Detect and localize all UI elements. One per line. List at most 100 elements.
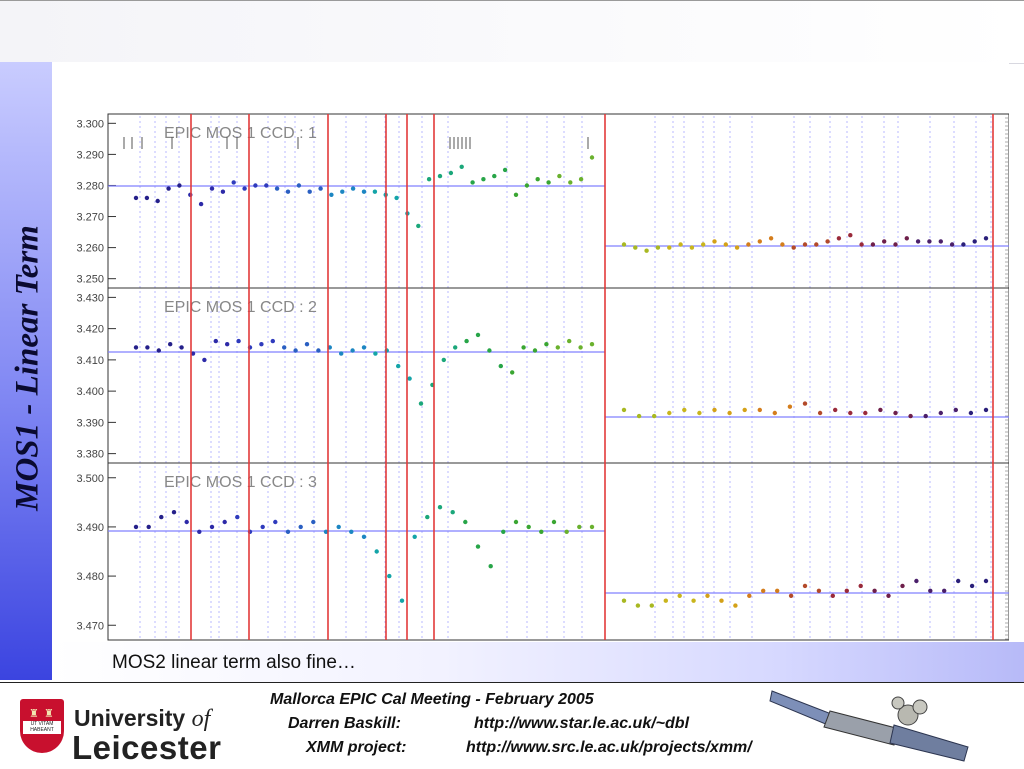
- data-point: [761, 588, 766, 593]
- data-point: [213, 338, 218, 344]
- data-point: [780, 242, 785, 247]
- data-point: [418, 401, 424, 406]
- data-point: [652, 413, 657, 419]
- data-point: [498, 363, 503, 369]
- project-label: XMM project:: [306, 739, 407, 756]
- data-point: [260, 524, 265, 530]
- data-point: [757, 407, 762, 413]
- data-point: [682, 407, 687, 413]
- data-point: [983, 578, 989, 584]
- data-point: [544, 342, 549, 347]
- data-point: [521, 345, 526, 350]
- data-point: [285, 189, 291, 194]
- data-point: [399, 598, 405, 603]
- data-point: [488, 564, 493, 569]
- data-point: [983, 236, 989, 241]
- data-point: [663, 598, 668, 603]
- data-point: [475, 332, 481, 338]
- data-point: [772, 410, 777, 416]
- data-point: [259, 342, 264, 347]
- panel-title: EPIC MOS 1 CCD : 3: [164, 474, 317, 491]
- data-point: [567, 338, 572, 344]
- data-point: [502, 167, 508, 173]
- crest-icon: ♜ ♜ UT VITAM HABEANT: [20, 699, 64, 753]
- data-point: [621, 407, 627, 413]
- data-point: [723, 242, 728, 247]
- y-tick-label: 3.250: [76, 274, 104, 286]
- data-point: [340, 189, 345, 194]
- data-point: [893, 410, 898, 416]
- data-point: [953, 407, 958, 413]
- slide-title: MOS1 - Linear Term: [9, 225, 46, 511]
- data-point: [264, 183, 269, 188]
- author-url[interactable]: http://www.star.le.ac.uk/~dbl: [474, 715, 690, 732]
- data-point: [949, 242, 955, 247]
- data-point: [231, 180, 236, 185]
- y-tick-label: 3.490: [76, 522, 104, 534]
- y-tick-label: 3.470: [76, 620, 104, 632]
- data-point: [882, 239, 887, 244]
- data-point: [202, 357, 207, 363]
- data-point: [437, 505, 443, 510]
- data-point: [171, 510, 177, 515]
- data-point: [734, 245, 740, 250]
- data-point: [886, 593, 891, 598]
- data-point: [329, 192, 334, 197]
- data-point: [209, 186, 215, 191]
- data-point: [501, 529, 506, 534]
- data-point: [159, 514, 164, 520]
- data-point: [791, 245, 796, 250]
- data-point: [878, 407, 883, 413]
- data-point: [184, 519, 189, 525]
- data-point: [863, 410, 868, 416]
- university-logo: ♜ ♜ UT VITAM HABEANT University of Leice…: [20, 699, 270, 766]
- data-point: [253, 183, 258, 188]
- data-point: [942, 588, 947, 593]
- data-point: [904, 236, 909, 241]
- data-point: [470, 180, 475, 185]
- data-point: [983, 407, 989, 413]
- project-url[interactable]: http://www.src.le.ac.uk/projects/xmm/: [466, 739, 752, 756]
- chart-svg: 3.250 3.260 3.270 3.280 3.290 3.300 EPIC MOS 1…: [76, 113, 1009, 641]
- data-point: [166, 186, 171, 191]
- data-point: [742, 407, 747, 413]
- y-tick-label: 3.300: [76, 118, 104, 130]
- data-point: [968, 410, 974, 416]
- data-point: [858, 583, 863, 589]
- data-point: [621, 598, 627, 603]
- y-tick-label: 3.280: [76, 180, 104, 192]
- data-point: [394, 195, 399, 201]
- data-point: [374, 549, 379, 554]
- y-tick-label: 3.380: [76, 449, 104, 461]
- data-point: [311, 519, 316, 525]
- data-point: [535, 177, 540, 182]
- data-point: [551, 519, 557, 525]
- data-point: [833, 407, 838, 413]
- data-point: [900, 583, 905, 589]
- data-point: [133, 195, 139, 201]
- data-point: [859, 242, 864, 247]
- logo-line-1: University of: [74, 705, 210, 733]
- data-point: [928, 588, 933, 593]
- data-point: [145, 345, 150, 350]
- data-point: [578, 177, 584, 182]
- data-point: [817, 410, 823, 416]
- data-point: [915, 239, 921, 244]
- data-point: [701, 242, 706, 247]
- data-point: [133, 524, 139, 530]
- data-point: [412, 534, 417, 539]
- data-point: [787, 404, 793, 409]
- data-point: [304, 342, 310, 347]
- data-point: [323, 529, 329, 534]
- data-point: [459, 164, 464, 169]
- data-point: [938, 239, 943, 244]
- data-point: [526, 524, 531, 530]
- y-tick-label: 3.410: [76, 355, 104, 367]
- data-point: [644, 248, 649, 253]
- data-point: [510, 370, 515, 375]
- data-point: [667, 245, 672, 250]
- data-point: [209, 524, 215, 530]
- data-point: [712, 407, 717, 413]
- y-tick-label: 3.390: [76, 417, 104, 429]
- data-point: [555, 345, 560, 350]
